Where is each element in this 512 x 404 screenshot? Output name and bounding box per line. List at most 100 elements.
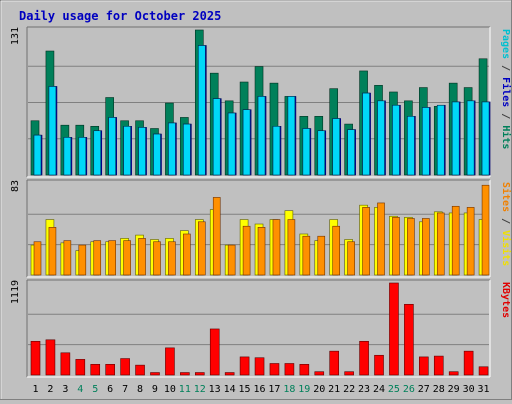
bar-sites-day-16 [257, 227, 266, 276]
y-axis-title-part: Pages [500, 29, 511, 59]
x-tick-label-day-13: 13 [209, 384, 221, 395]
x-tick-label-day-1: 1 [32, 384, 38, 395]
x-tick-label-day-9: 9 [152, 384, 158, 395]
bar-kbytes-day-23 [359, 340, 369, 376]
bar-kbytes-day-24 [374, 354, 384, 376]
bar-pages-day-31 [481, 101, 490, 176]
bar-kbytes-day-14 [224, 372, 235, 376]
x-tick-label-day-10: 10 [164, 384, 176, 395]
bar-sites-day-5 [93, 240, 102, 276]
chart-panels: 131 Pages / Files / Hits 83 Sites / Visits 1… [10, 26, 512, 378]
y-axis-title: KBytes [500, 282, 511, 318]
bar-pages-day-16 [257, 96, 266, 176]
bar-sites-day-21 [332, 225, 341, 276]
bar-pages-day-15 [242, 109, 251, 176]
bar-pages-day-28 [436, 104, 445, 176]
bar-kbytes-day-7 [120, 358, 130, 376]
bar-pages-day-23 [362, 92, 370, 176]
x-tick-label-day-3: 3 [62, 384, 68, 395]
x-tick-label-day-24: 24 [373, 384, 385, 395]
bar-sites-day-12 [197, 221, 206, 276]
bar-sites-day-8 [138, 238, 146, 276]
x-tick-label-day-8: 8 [137, 384, 143, 395]
bar-pages-day-22 [347, 129, 355, 176]
bar-kbytes-day-4 [75, 359, 86, 376]
panel-hits-files-pages: 131 Pages / Files / Hits [10, 26, 512, 178]
bar-pages-day-24 [377, 100, 385, 176]
bar-pages-day-4 [78, 137, 87, 176]
bar-kbytes-day-3 [60, 352, 71, 376]
bar-pages-day-3 [63, 137, 72, 176]
bar-sites-day-22 [347, 241, 355, 276]
x-tick-label-day-11: 11 [179, 384, 191, 395]
bar-sites-day-1 [33, 241, 42, 276]
bar-kbytes-day-12 [194, 372, 205, 376]
bar-kbytes-day-19 [299, 364, 310, 376]
bar-kbytes-day-15 [239, 356, 250, 376]
x-tick-label-day-29: 29 [448, 384, 460, 395]
x-tick-label-day-17: 17 [268, 384, 280, 395]
bar-pages-day-1 [33, 134, 42, 176]
bar-kbytes-day-28 [433, 355, 444, 376]
bar-kbytes-day-1 [30, 340, 41, 376]
x-tick-label-day-12: 12 [194, 384, 206, 395]
x-tick-label-day-14: 14 [224, 384, 236, 395]
y-axis-title-part: / [500, 59, 511, 77]
x-tick-label-day-16: 16 [253, 384, 265, 395]
y-axis-title-part: Sites [500, 182, 512, 212]
bar-pages-day-25 [392, 104, 400, 176]
bar-sites-day-14 [227, 244, 236, 276]
x-tick-label-day-22: 22 [343, 384, 355, 395]
bar-kbytes-day-31 [478, 366, 489, 376]
x-tick-label-day-25: 25 [388, 384, 400, 395]
x-tick-label-day-21: 21 [328, 384, 340, 395]
bar-pages-day-30 [466, 100, 475, 176]
bar-kbytes-day-20 [314, 371, 325, 376]
bar-kbytes-day-27 [419, 356, 429, 376]
x-tick-label-day-15: 15 [239, 384, 251, 395]
bar-sites-day-9 [153, 241, 161, 276]
bar-pages-day-7 [123, 125, 131, 176]
bar-kbytes-day-25 [389, 282, 399, 376]
bar-pages-day-12 [197, 45, 206, 176]
bar-pages-day-27 [422, 107, 430, 176]
x-tick-label-day-31: 31 [478, 384, 490, 395]
bar-sites-day-6 [108, 240, 116, 276]
x-tick-label-day-20: 20 [313, 384, 325, 395]
bar-kbytes-day-8 [135, 364, 145, 376]
x-tick-label-day-26: 26 [403, 384, 415, 395]
x-tick-label-day-5: 5 [92, 384, 98, 395]
bar-kbytes-day-5 [90, 364, 101, 376]
y-axis-title-part: / [500, 212, 511, 230]
bar-sites-day-11 [183, 233, 191, 276]
x-tick-label-day-7: 7 [122, 384, 128, 395]
bars-visits-sites [30, 184, 490, 276]
bar-pages-day-9 [153, 133, 161, 176]
bar-sites-day-27 [422, 218, 430, 276]
y-axis-title: Pages / Files / Hits [500, 29, 512, 149]
x-tick-label-day-4: 4 [77, 384, 83, 395]
y-axis-title-part: Visits [500, 230, 512, 266]
bar-pages-day-6 [108, 117, 116, 176]
y-axis-title-part: KBytes [500, 282, 511, 318]
bar-pages-day-26 [407, 116, 415, 176]
bar-kbytes-day-29 [448, 371, 459, 376]
bar-kbytes-day-30 [463, 350, 474, 376]
bar-pages-day-11 [183, 123, 191, 176]
y-axis-title-part: Files [500, 77, 512, 107]
bar-sites-day-2 [48, 227, 57, 276]
bar-sites-day-19 [302, 235, 311, 276]
bar-kbytes-day-11 [180, 372, 190, 376]
bar-kbytes-day-9 [150, 372, 160, 376]
y-max-label: 131 [10, 27, 21, 45]
bars-hits-files-pages [30, 29, 491, 176]
bar-sites-day-7 [123, 240, 131, 276]
bar-sites-day-24 [377, 202, 385, 276]
bar-sites-day-23 [362, 207, 370, 276]
bar-kbytes-day-2 [45, 339, 56, 376]
bar-sites-day-31 [481, 184, 490, 276]
chart-title: Daily usage for October 2025 [19, 9, 221, 23]
bar-kbytes-day-26 [404, 303, 414, 376]
